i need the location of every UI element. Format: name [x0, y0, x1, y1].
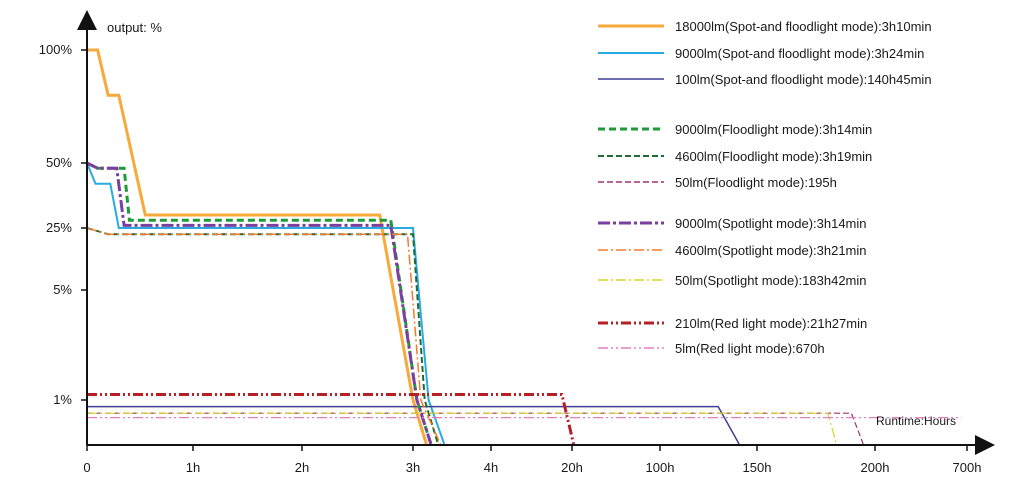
legend-label: 5lm(Red light mode):670h	[675, 341, 825, 356]
x-tick-label: 0	[83, 460, 90, 475]
series-line-9000lm-floodlight-mode-3h14min	[86, 161, 433, 445]
legend-label: 100lm(Spot-and floodlight mode):140h45mi…	[675, 72, 932, 87]
x-tick-label: 200h	[861, 460, 890, 475]
y-tick-50: 50%	[46, 155, 87, 170]
y-tick-5: 5%	[53, 282, 87, 297]
x-tick-200h: 200h	[861, 445, 890, 475]
series-line-50lm-spotlight-mode-183h42min	[87, 412, 838, 445]
legend-item-9000lm-spotlight-mode-3h14min: 9000lm(Spotlight mode):3h14min	[598, 216, 867, 231]
x-tick-4h: 4h	[484, 445, 498, 475]
y-tick-label: 5%	[53, 282, 72, 297]
legend-item-18000lm-spot-and-floodlight-mode-3h10min: 18000lm(Spot-and floodlight mode):3h10mi…	[598, 19, 932, 34]
legend: 18000lm(Spot-and floodlight mode):3h10mi…	[598, 19, 932, 356]
series-line-9000lm-spot-and-floodlight-mode-3h24min	[86, 162, 446, 445]
legend-label: 50lm(Spotlight mode):183h42min	[675, 273, 867, 288]
legend-item-50lm-floodlight-mode-195h: 50lm(Floodlight mode):195h	[598, 175, 837, 190]
x-tick-700h: 700h	[953, 445, 982, 475]
legend-item-210lm-red-light-mode-21h27min: 210lm(Red light mode):21h27min	[598, 316, 867, 331]
x-tick-label: 2h	[295, 460, 309, 475]
x-tick-0: 0	[83, 445, 91, 475]
legend-label: 9000lm(Spot-and floodlight mode):3h24min	[675, 46, 924, 61]
series-line-100lm-spot-and-floodlight-mode-140h45min	[87, 405, 740, 445]
legend-item-9000lm-spot-and-floodlight-mode-3h24min: 9000lm(Spot-and floodlight mode):3h24min	[598, 46, 924, 61]
y-tick-label: 25%	[46, 220, 72, 235]
legend-label: 18000lm(Spot-and floodlight mode):3h10mi…	[675, 19, 932, 34]
x-tick-100h: 100h	[646, 445, 675, 475]
legend-label: 4600lm(Spotlight mode):3h21min	[675, 243, 867, 258]
series-line-4600lm-floodlight-mode-3h19min	[86, 227, 439, 445]
y-tick-label: 1%	[53, 392, 72, 407]
legend-label: 210lm(Red light mode):21h27min	[675, 316, 867, 331]
x-ticks: 0 1h 2h 3h 4h 20h 100h 150h 200h 700h	[83, 445, 981, 475]
series-line-4600lm-spotlight-mode-3h21min	[86, 227, 441, 445]
series-lines	[86, 48, 962, 445]
y-tick-label: 100%	[39, 42, 73, 57]
legend-item-50lm-spotlight-mode-183h42min: 50lm(Spotlight mode):183h42min	[598, 273, 867, 288]
series-line-9000lm-spotlight-mode-3h14min	[86, 161, 433, 445]
series-line-18000lm-spot-and-floodlight-mode-3h10min	[87, 48, 428, 445]
y-ticks: 100% 50% 25% 5% 1%	[39, 42, 87, 407]
y-tick-label: 50%	[46, 155, 72, 170]
legend-item-100lm-spot-and-floodlight-mode-140h45min: 100lm(Spot-and floodlight mode):140h45mi…	[598, 72, 932, 87]
legend-item-9000lm-floodlight-mode-3h14min: 9000lm(Floodlight mode):3h14min	[598, 122, 872, 137]
x-tick-3h: 3h	[406, 445, 420, 475]
y-axis-label: output: %	[107, 20, 162, 35]
y-tick-100: 100%	[39, 42, 87, 57]
legend-item-4600lm-spotlight-mode-3h21min: 4600lm(Spotlight mode):3h21min	[598, 243, 867, 258]
x-tick-label: 3h	[406, 460, 420, 475]
x-tick-150h: 150h	[743, 445, 772, 475]
x-tick-1h: 1h	[186, 445, 200, 475]
x-tick-label: 20h	[561, 460, 583, 475]
x-tick-20h: 20h	[561, 445, 583, 475]
legend-label: 50lm(Floodlight mode):195h	[675, 175, 837, 190]
x-tick-label: 100h	[646, 460, 675, 475]
x-tick-label: 4h	[484, 460, 498, 475]
y-tick-25: 25%	[46, 220, 87, 235]
x-tick-label: 150h	[743, 460, 772, 475]
legend-label: 9000lm(Floodlight mode):3h14min	[675, 122, 872, 137]
legend-item-4600lm-floodlight-mode-3h19min: 4600lm(Floodlight mode):3h19min	[598, 149, 872, 164]
legend-item-5lm-red-light-mode-670h: 5lm(Red light mode):670h	[598, 341, 825, 356]
y-tick-1: 1%	[53, 392, 87, 407]
x-tick-label: 1h	[186, 460, 200, 475]
series-line-210lm-red-light-mode-21h27min	[87, 393, 576, 445]
x-tick-label: 700h	[953, 460, 982, 475]
x-axis-label: Runtime:Hours	[876, 414, 956, 428]
x-tick-2h: 2h	[295, 445, 309, 475]
legend-label: 9000lm(Spotlight mode):3h14min	[675, 216, 867, 231]
legend-label: 4600lm(Floodlight mode):3h19min	[675, 149, 872, 164]
